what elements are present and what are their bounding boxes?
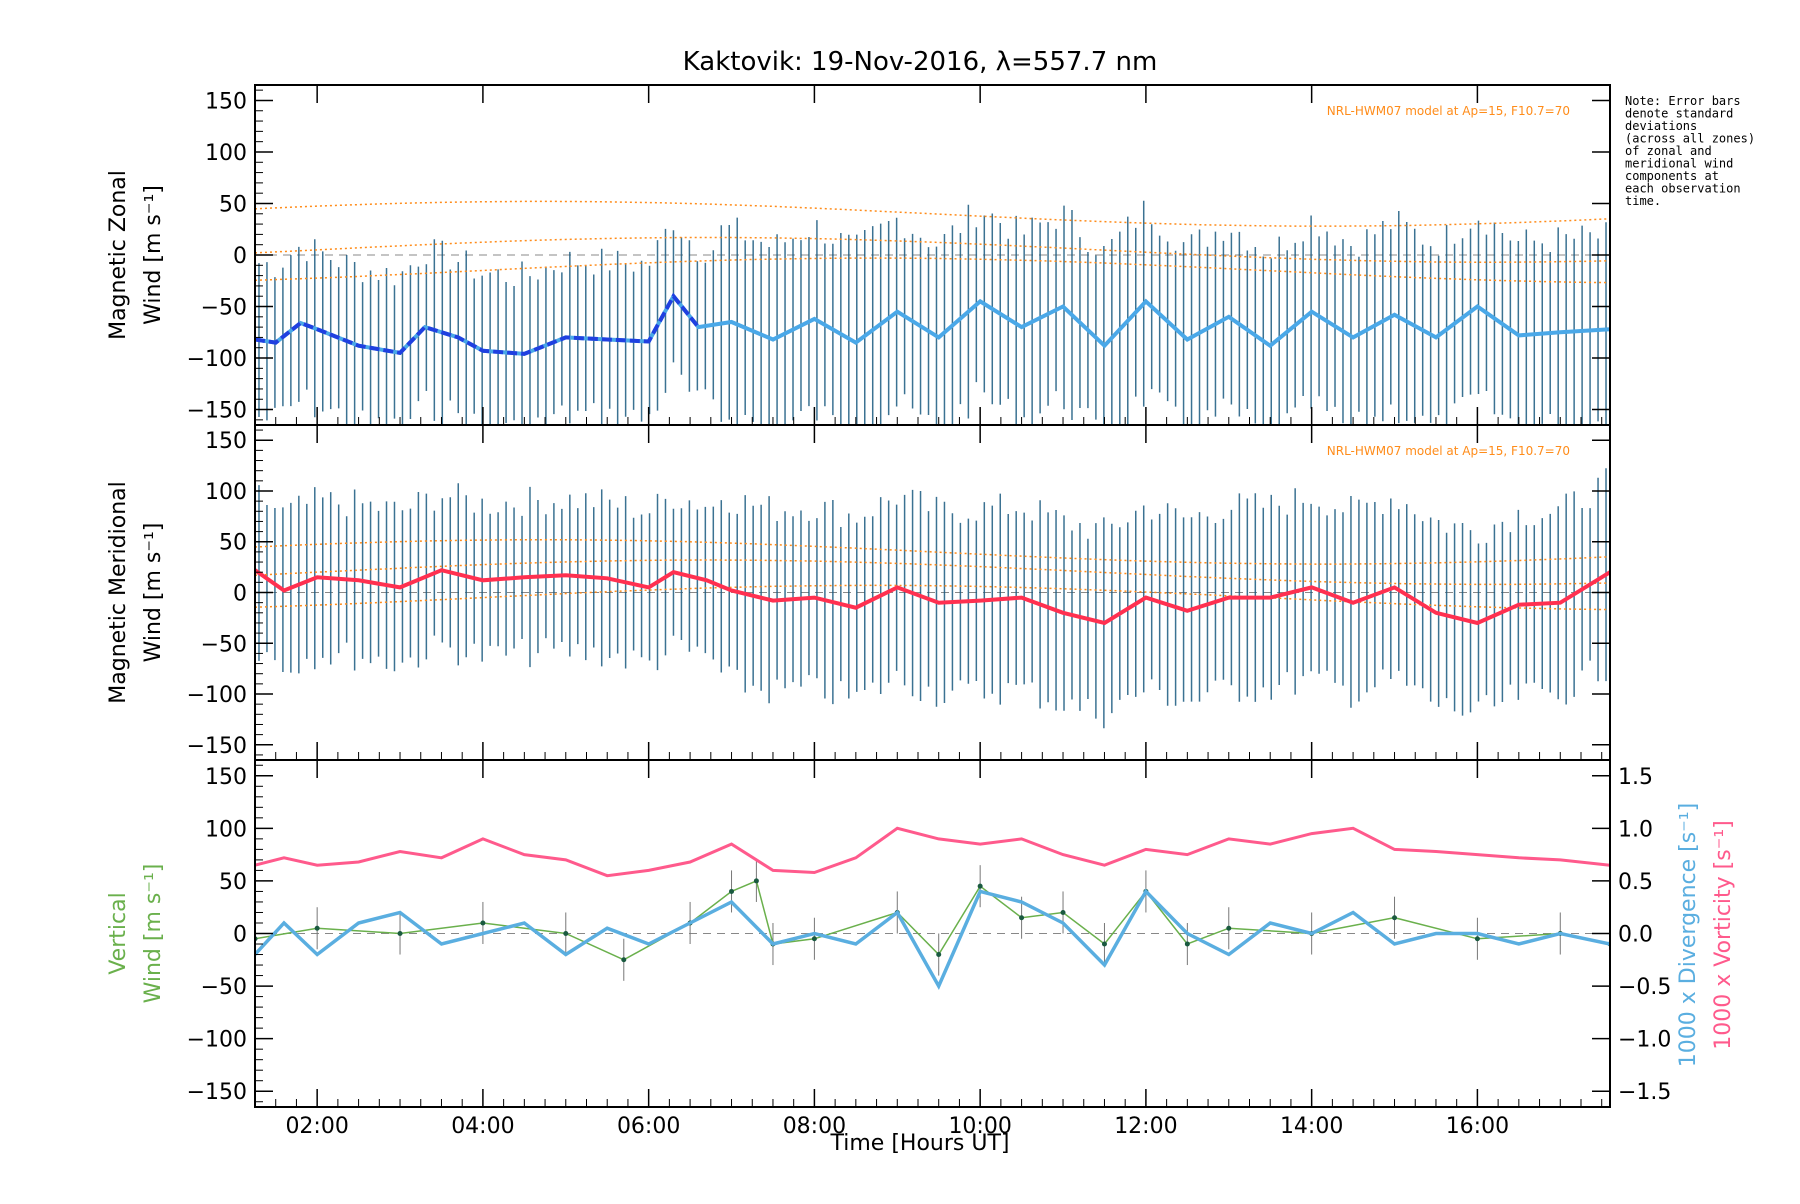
note-line: each observation [1625,182,1741,196]
meridional-ylabel-line1: Magnetic Meridional [106,481,131,703]
vertical-wind-point [977,883,983,889]
y-tick-label: 100 [205,141,247,166]
vertical-wind-point [1474,936,1480,942]
y-tick-label: 0 [233,244,247,269]
x-tick-label: 10:00 [948,1114,1011,1139]
zonal-wind-line-early [255,292,700,356]
x-tick-label: 06:00 [617,1114,680,1139]
zonal-wind-line [255,292,1610,356]
y-tick-label: −100 [187,347,247,372]
vertical-wind-point [563,931,569,936]
vertical-wind-point [1184,941,1190,947]
right-tick-label: −1.0 [1618,1028,1671,1053]
vertical-wind-point [480,920,486,926]
right-tick-label: 0.0 [1618,923,1653,948]
divergence-axis-label: 1000 x Divergence [s⁻¹] [1676,803,1701,1067]
right-tick-label: 1.5 [1618,765,1653,790]
right-tick-label: 1.0 [1618,817,1653,842]
model-line [255,200,1610,227]
vertical-wind-point [1060,909,1066,915]
zonal-ylabel-line2: Wind [m s⁻¹] [141,185,166,325]
model-line [255,538,1610,565]
chart-title: Kaktovik: 19-Nov-2016, λ=557.7 nm [683,47,1158,77]
model-line [255,236,1610,263]
y-tick-label: 100 [205,817,247,842]
note-line: components at [1625,169,1719,183]
divergence-line [255,888,1610,991]
y-tick-label: −100 [187,1028,247,1053]
vertical-wind-point [1392,915,1398,921]
x-tick-label: 12:00 [1114,1114,1177,1139]
y-tick-label: 0 [233,923,247,948]
y-tick-label: 150 [205,89,247,114]
model-line [255,559,1610,586]
vertical-ylabel-line1: Vertical [106,892,131,974]
zonal-ylabel-line1: Magnetic Zonal [106,170,131,340]
right-tick-label: −0.5 [1618,975,1671,1000]
x-tick-label: 16:00 [1446,1114,1509,1139]
note-line: denote standard [1625,107,1733,121]
meridional-panel: NRL-HWM07 model at Ap=15, F10.7=70 150 100… [106,424,1611,761]
model-line [255,584,1610,611]
note-line: meridional wind [1625,157,1733,171]
zonal-plot-area [255,200,1610,425]
x-tick-label: 04:00 [451,1114,514,1139]
y-tick-label: 50 [219,192,247,217]
y-tick-label: 50 [219,870,247,895]
vertical-wind-point [811,936,817,942]
vertical-wind-line [255,879,1610,961]
meridional-plot-area [255,468,1610,729]
model-note: NRL-HWM07 model at Ap=15, F10.7=70 [1327,104,1570,118]
x-tick-label: 14:00 [1280,1114,1343,1139]
right-tick-label: −1.5 [1618,1080,1671,1105]
note-line: deviations [1625,119,1697,133]
vertical-wind-point [1101,941,1107,947]
vertical-wind-point [1226,925,1232,931]
vertical-wind-point [621,957,627,963]
y-tick-label: −100 [187,683,247,708]
note-line: Note: Error bars [1625,94,1741,108]
x-axis: 02:00 04:00 06:00 08:00 10:00 12:00 14:00 16:00 [285,1114,1509,1139]
vertical-wind-point [729,888,735,894]
y-tick-label: 150 [205,765,247,790]
y-tick-label: 50 [219,531,247,556]
y-tick-label: −150 [187,734,247,759]
model-line [255,257,1610,284]
vertical-wind-point [936,952,942,958]
x-tick-label: 08:00 [783,1114,846,1139]
meridional-ylabel-line2: Wind [m s⁻¹] [141,523,166,663]
y-tick-label: 0 [233,582,247,607]
y-tick-label: −50 [201,975,247,1000]
vertical-wind-point [753,878,759,884]
meridional-wind-line [255,568,1610,626]
vorticity-line [255,826,1610,878]
y-tick-label: −50 [201,296,247,321]
y-tick-label: −150 [187,399,247,424]
note-line: of zonal and [1625,144,1712,158]
y-tick-label: −150 [187,1080,247,1105]
vertical-wind-point [1019,915,1025,921]
y-tick-label: 100 [205,480,247,505]
vorticity-axis-label: 1000 x Vorticity [s⁻¹] [1711,820,1736,1050]
model-note: NRL-HWM07 model at Ap=15, F10.7=70 [1327,444,1570,458]
vertical-plot-area [255,826,1610,991]
y-tick-label: 150 [205,429,247,454]
x-tick-label: 02:00 [285,1114,348,1139]
vertical-ylabel-line2: Wind [m s⁻¹] [141,864,166,1004]
x-axis-label: Time [Hours UT] [830,1131,1010,1156]
vertical-wind-point [397,931,403,936]
vertical-wind-point [314,925,320,931]
right-tick-label: 0.5 [1618,870,1653,895]
note-line: (across all zones) [1625,132,1755,146]
zonal-panel: NRL-HWM07 model at Ap=15, F10.7=70 150 100… [106,84,1611,426]
y-tick-label: −50 [201,632,247,657]
note-line: time. [1625,194,1661,208]
